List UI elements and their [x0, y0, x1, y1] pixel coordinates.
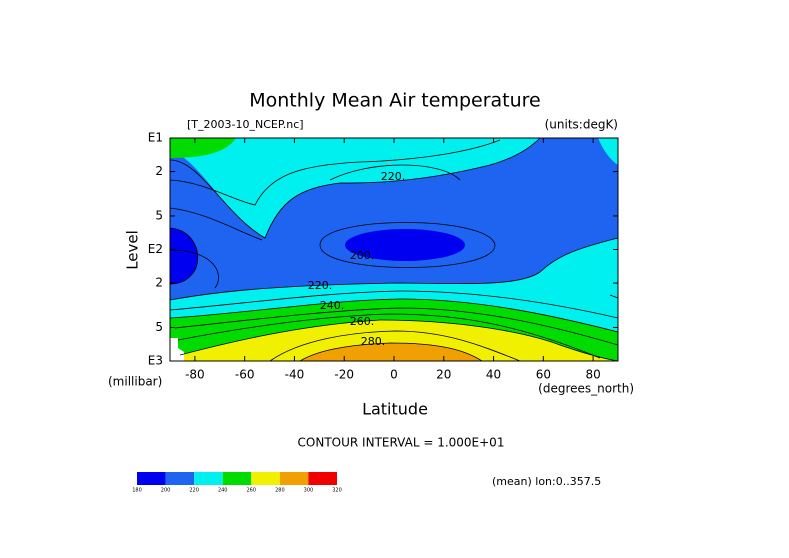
contour-line — [609, 294, 619, 299]
colorbar-label: 200 — [161, 488, 171, 494]
y-tick-label: E2 — [148, 242, 163, 256]
x-axis-label: Latitude — [362, 400, 428, 419]
subtitle: [T_2003-10_NCEP.nc] — [187, 118, 304, 131]
x-tick-label: -20 — [334, 368, 354, 382]
contour-band — [300, 343, 482, 361]
x-tick-label: -60 — [235, 368, 255, 382]
contour-band — [598, 138, 618, 165]
note: (mean) lon:0..357.5 — [492, 475, 601, 488]
colorbar-cell — [251, 472, 280, 485]
contour-line — [169, 137, 541, 239]
contour-line — [169, 249, 219, 289]
y-tick-label: 2 — [155, 164, 163, 178]
y-unit: (millibar) — [108, 375, 162, 389]
colorbar-cell — [222, 472, 252, 485]
y-tick-label: E3 — [148, 354, 163, 368]
contour-band — [170, 138, 236, 158]
contour-line — [319, 222, 496, 268]
colorbar-cell — [194, 472, 223, 485]
x-tick-label: -80 — [185, 368, 205, 382]
colorbar-label: 180 — [132, 488, 142, 494]
contour-band — [345, 229, 465, 261]
y-tick-label: 2 — [155, 276, 163, 290]
contour-line — [177, 313, 601, 359]
contour-band — [170, 138, 540, 238]
x-tick-label: 40 — [486, 368, 501, 382]
contour-interval: CONTOUR INTERVAL = 1.000E+01 — [298, 436, 505, 450]
colorbar-label: 300 — [304, 488, 314, 494]
x-unit: (degrees_north) — [538, 382, 634, 396]
colorbar-cell — [137, 472, 166, 485]
contour-line — [169, 139, 501, 206]
colorbar-cell — [279, 472, 309, 485]
contour-line — [174, 307, 619, 346]
chart-title: Monthly Mean Air temperature — [249, 90, 540, 112]
x-tick-label: 20 — [436, 368, 451, 382]
x-tick-label: 60 — [536, 368, 551, 382]
contour-line — [169, 290, 619, 319]
colorbar-cell — [308, 472, 337, 485]
colorbar-label: 320 — [332, 488, 342, 494]
contour-band — [170, 228, 198, 284]
x-tick-label: 0 — [390, 368, 398, 382]
contour-band — [180, 320, 618, 361]
contour-line — [169, 237, 619, 301]
contour-label: 260. — [350, 315, 375, 328]
x-tick-label: -40 — [285, 368, 305, 382]
contour-label: 280. — [361, 335, 386, 348]
contour-line — [169, 207, 263, 241]
colorbar-label: 280 — [275, 488, 285, 494]
contour-label: 200. — [350, 249, 375, 262]
x-tick-label: 80 — [585, 368, 600, 382]
colorbar-cell — [165, 472, 195, 485]
y-tick-label: E1 — [148, 131, 163, 145]
contour-label: 240. — [320, 299, 345, 312]
contour-label: 220. — [381, 170, 406, 183]
y-tick-label: 5 — [155, 320, 163, 334]
colorbar-label: 240 — [218, 488, 228, 494]
contour-line — [169, 298, 619, 333]
y-axis-label: Level — [124, 230, 142, 270]
colorbar-label: 260 — [247, 488, 257, 494]
contour-line — [179, 319, 619, 362]
colorbar-label: 220 — [189, 488, 199, 494]
units-label: (units:degK) — [545, 118, 618, 132]
contour-line — [169, 227, 198, 285]
contour-line — [299, 342, 483, 362]
contour-line — [329, 164, 461, 181]
contour-label: 220. — [308, 279, 333, 292]
contour-line — [269, 330, 521, 362]
y-tick-label: 5 — [155, 208, 163, 222]
